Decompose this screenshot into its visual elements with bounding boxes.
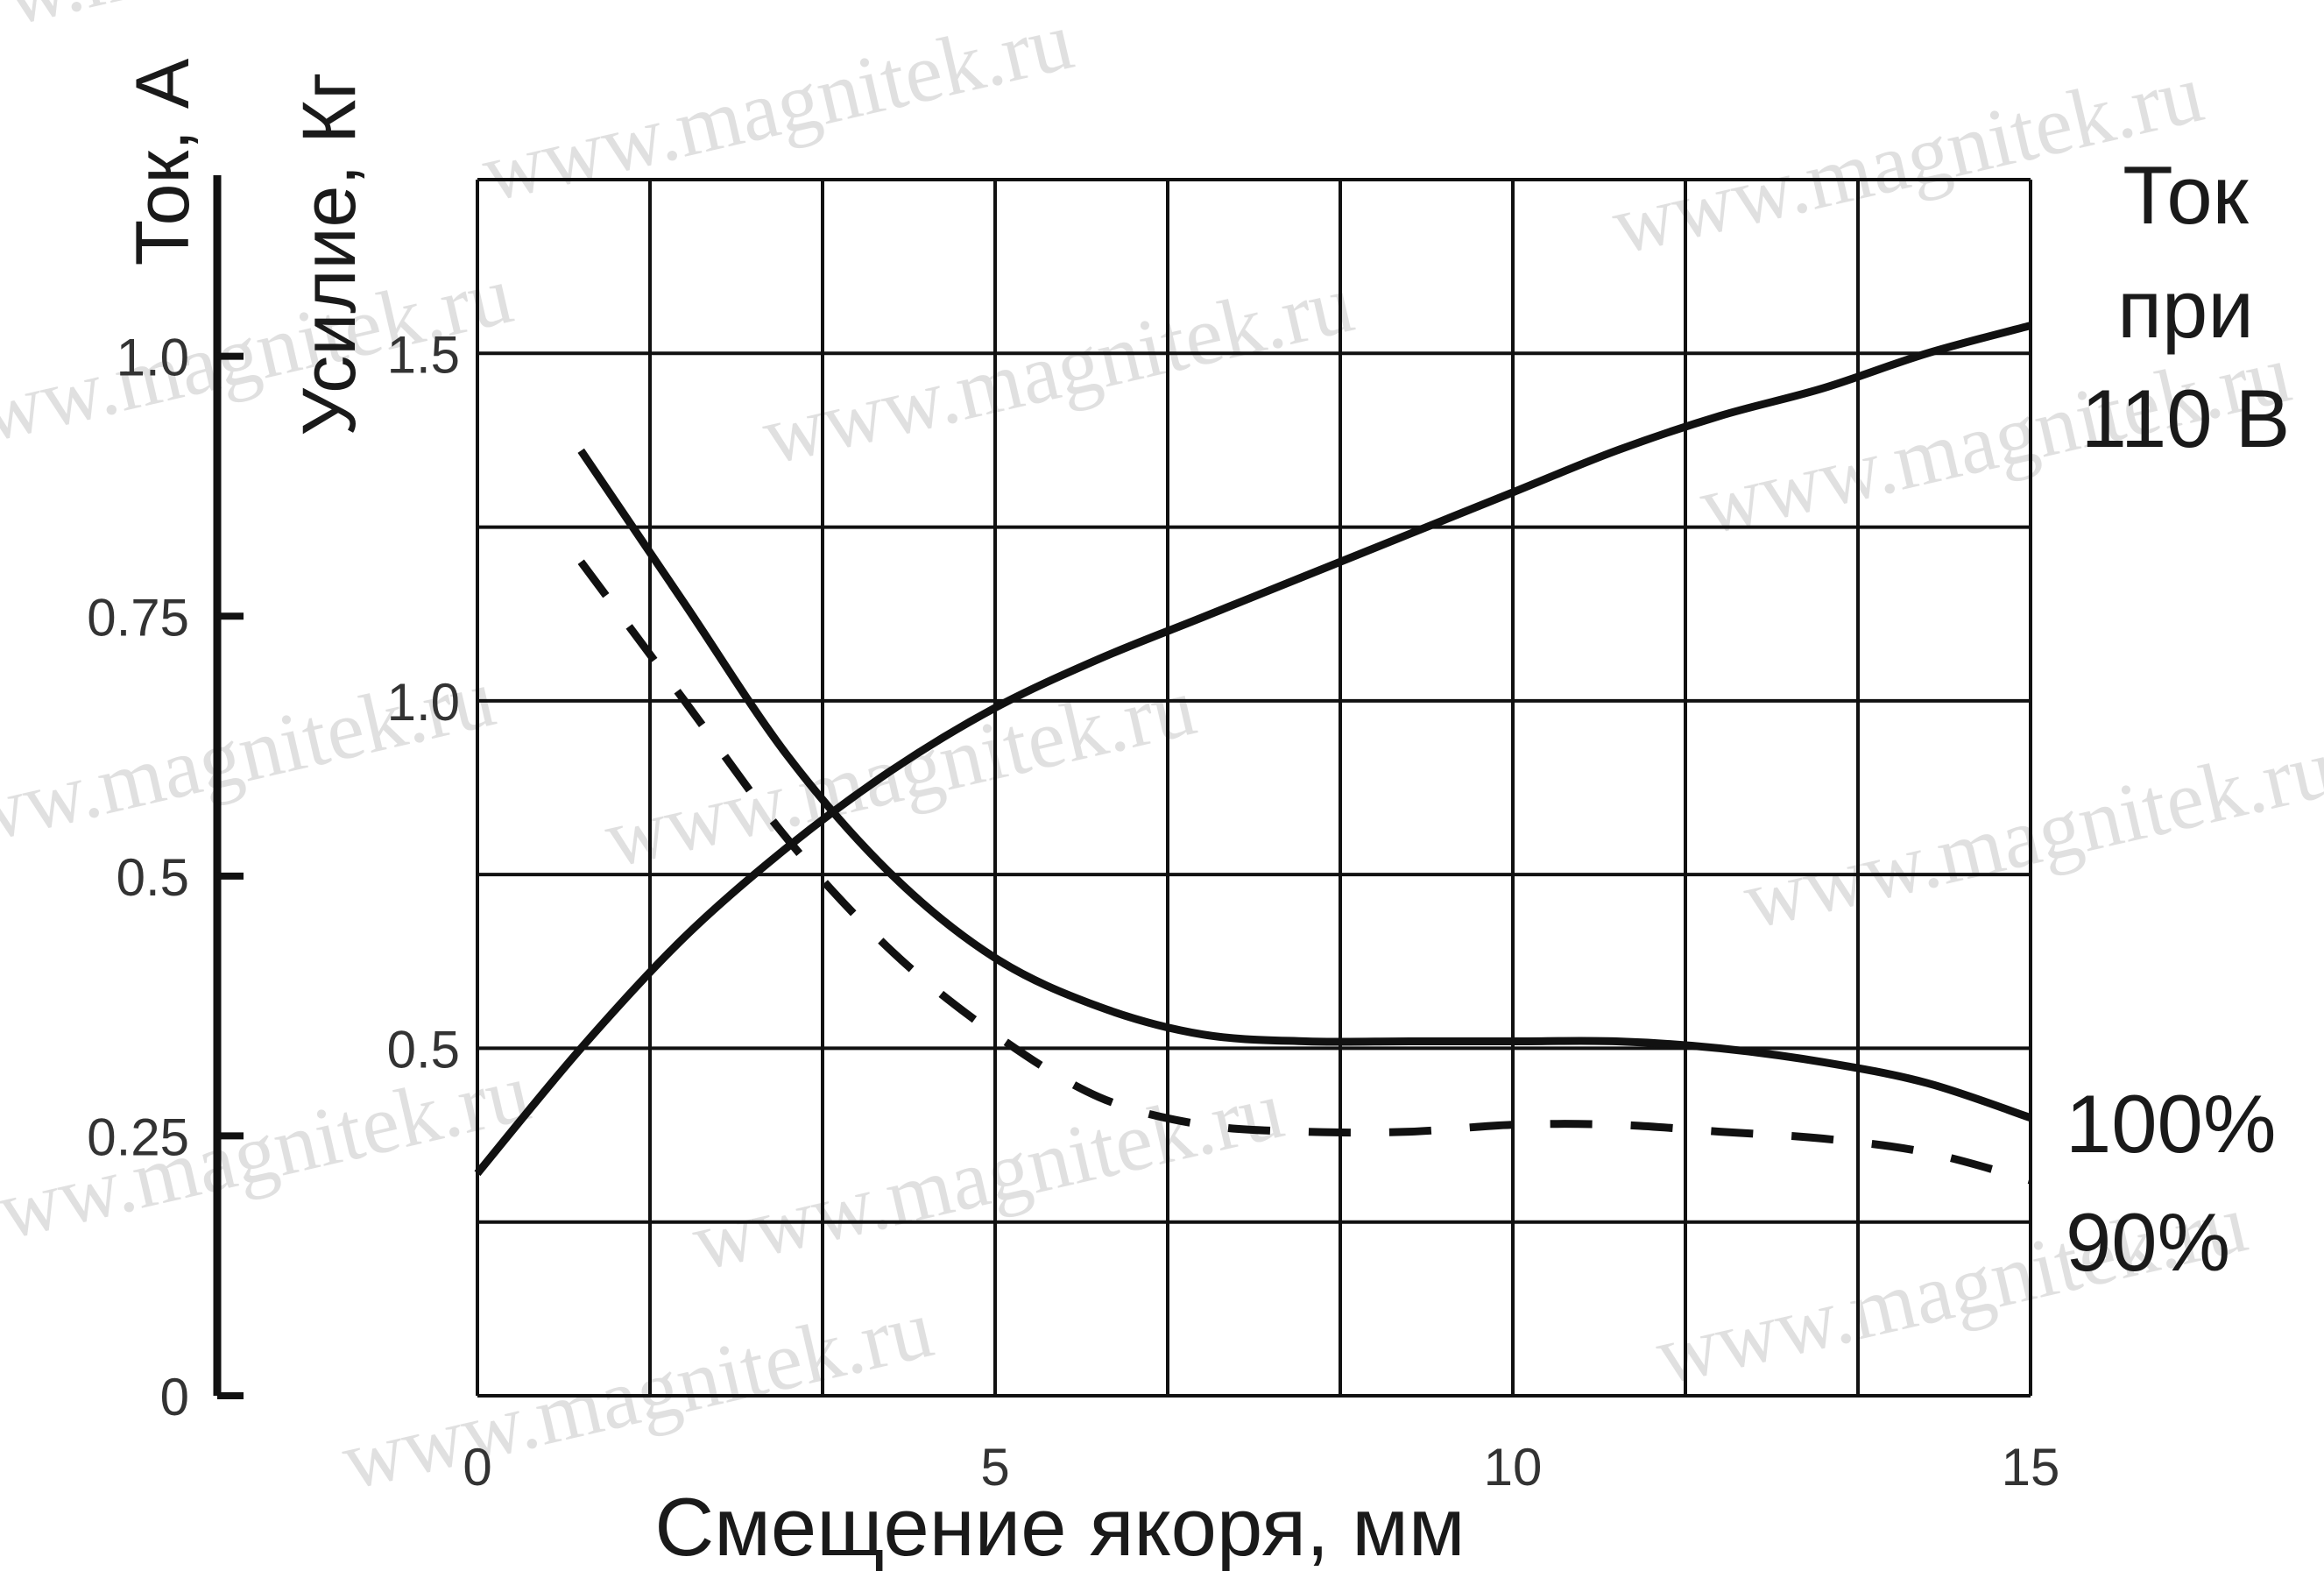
x-axis-label: Смещение якоря, мм — [654, 1481, 1465, 1571]
x-tick-label: 15 — [2002, 1438, 2060, 1497]
force-axis-label: Усилие, Кг — [287, 72, 371, 435]
watermark-text: www.magnitek.ru — [1604, 46, 2211, 272]
current-tick-label: 0 — [160, 1368, 189, 1426]
force-tick-label: 1.5 — [387, 325, 460, 384]
watermark-text: www.magnitek.ru — [684, 1062, 1291, 1289]
current-tick-label: 0.25 — [87, 1107, 189, 1166]
axes: 0 5 10 15 0.5 1.0 1.5 0 0.25 0.5 0.75 1.0 — [87, 175, 2059, 1497]
force-tick-label: 0.5 — [387, 1020, 460, 1079]
annotation-current-line2: при — [2117, 263, 2254, 355]
x-tick-label: 0 — [463, 1438, 491, 1497]
watermark-text: www.magnitek.ru — [597, 659, 1204, 886]
annotation-current-line1: Ток — [2123, 149, 2249, 241]
annotation-series-90: 90% — [2066, 1196, 2230, 1288]
x-tick-label: 10 — [1484, 1438, 1543, 1497]
series-line-90-percent — [577, 559, 2032, 1185]
watermark-text: www.magnitek.ru — [0, 0, 485, 70]
current-tick-label: 0.5 — [117, 848, 189, 907]
series-line-100-percent — [577, 448, 2032, 1122]
current-tick-label: 1.0 — [117, 329, 189, 387]
annotation-current-line3: 110 В — [2081, 372, 2291, 464]
watermark-text: www.magnitek.ru — [474, 0, 1081, 219]
force-tick-label: 1.0 — [387, 673, 460, 732]
grid — [476, 178, 2032, 1398]
x-tick-label: 5 — [980, 1438, 1009, 1497]
watermark-text: www.magnitek.ru — [754, 256, 1361, 483]
current-tick-label: 0.75 — [87, 588, 189, 647]
annotation-series-100: 100% — [2066, 1078, 2276, 1170]
current-axis-label: Ток, А — [121, 58, 205, 265]
series-line-current-110v — [474, 322, 2032, 1177]
series — [474, 322, 2032, 1185]
